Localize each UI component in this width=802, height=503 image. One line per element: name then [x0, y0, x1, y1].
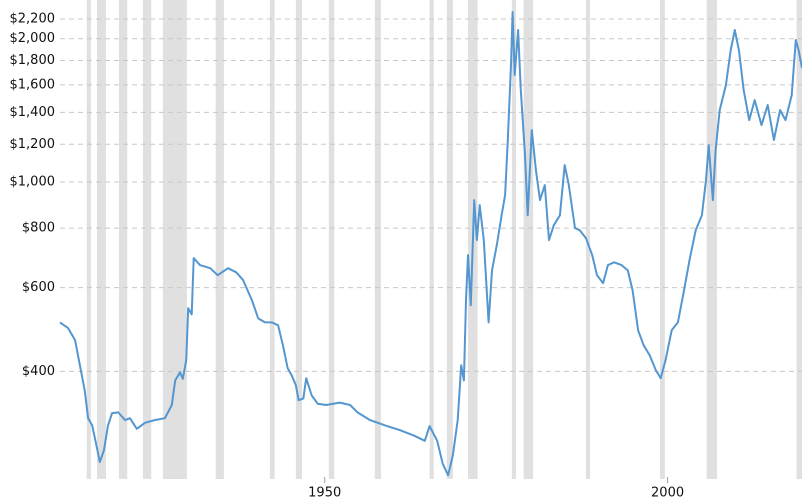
recession-band — [118, 0, 128, 479]
recession-band — [523, 0, 534, 479]
y-tick-label: $1,200 — [10, 137, 56, 152]
y-tick-label: $1,400 — [10, 105, 56, 120]
y-tick-label: $1,000 — [10, 174, 56, 189]
recession-band — [215, 0, 224, 479]
y-tick-label: $1,800 — [10, 53, 56, 68]
y-tick-label: $800 — [22, 221, 55, 236]
recession-band — [706, 0, 717, 479]
y-tick-label: $2,200 — [10, 11, 56, 26]
recession-band — [796, 0, 802, 479]
recession-band — [446, 0, 453, 479]
recession-band — [374, 0, 381, 479]
recession-band — [162, 0, 187, 479]
x-tick-label: 1950 — [308, 486, 341, 501]
y-tick-label: $2,000 — [10, 31, 56, 46]
recession-band — [429, 0, 434, 479]
recession-band — [511, 0, 517, 479]
recession-band — [585, 0, 591, 479]
recession-band — [295, 0, 303, 479]
recession-band — [660, 0, 665, 479]
recession-band — [142, 0, 152, 479]
recession-band — [86, 0, 91, 479]
y-tick-label: $600 — [22, 280, 55, 295]
y-tick-label: $1,600 — [10, 77, 56, 92]
recession-band — [97, 0, 106, 479]
x-tick-label: 2000 — [651, 486, 684, 501]
recession-band — [328, 0, 335, 479]
price-line — [59, 11, 802, 477]
recession-band — [269, 0, 275, 479]
y-tick-label: $400 — [22, 364, 55, 379]
